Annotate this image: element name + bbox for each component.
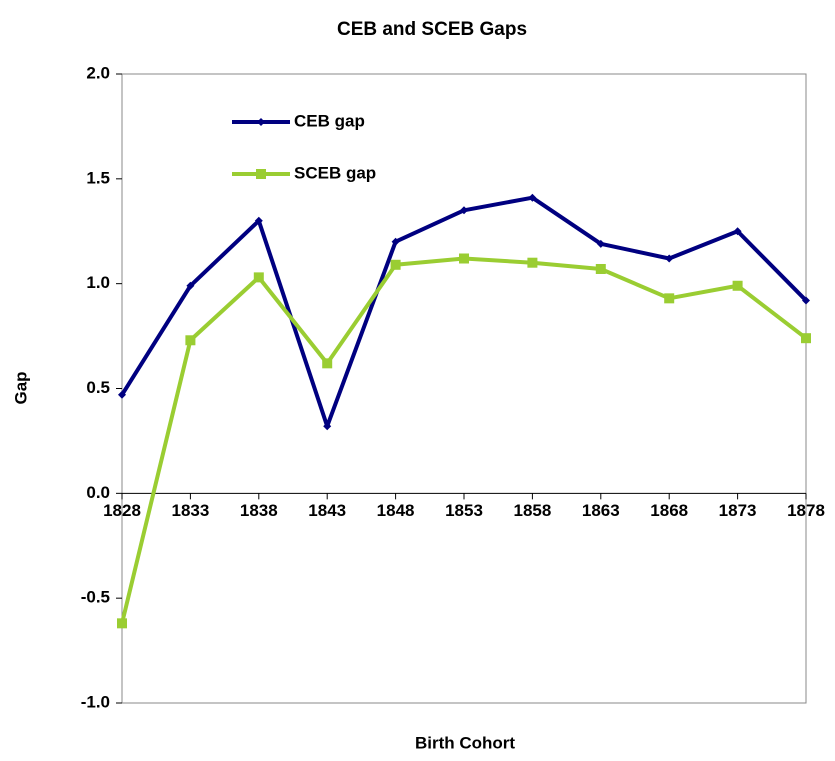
point xyxy=(253,272,264,283)
y-tick-label: 1.0 xyxy=(86,273,110,292)
point xyxy=(186,281,195,290)
point xyxy=(732,280,743,291)
x-tick-label: 1828 xyxy=(103,501,141,520)
point xyxy=(117,618,127,629)
x-tick-label: 1853 xyxy=(445,501,483,520)
legend-label: SCEB gap xyxy=(294,163,376,182)
x-tick-label: 1878 xyxy=(787,501,825,520)
point xyxy=(665,254,674,263)
series-line xyxy=(120,256,808,624)
x-tick-label: 1868 xyxy=(650,501,688,520)
y-axis-label: Gap xyxy=(11,371,30,404)
point xyxy=(118,390,126,399)
point xyxy=(801,333,811,344)
point xyxy=(323,422,332,431)
y-tick-label: -0.5 xyxy=(81,588,110,607)
point xyxy=(322,358,333,369)
point xyxy=(460,206,468,215)
y-tick-label: 2.0 xyxy=(86,63,110,82)
legend-marker xyxy=(256,169,266,179)
legend-marker xyxy=(257,118,265,126)
x-tick-label: 1863 xyxy=(582,501,620,520)
chart-title: CEB and SCEB Gaps xyxy=(337,19,527,40)
x-tick-label: 1858 xyxy=(513,501,551,520)
series-line xyxy=(120,195,808,429)
y-tick-label: 0.0 xyxy=(86,483,110,502)
point xyxy=(527,257,538,268)
plot-area xyxy=(121,73,807,704)
x-tick-label: 1873 xyxy=(719,501,757,520)
point xyxy=(802,296,810,305)
point xyxy=(596,239,605,248)
point xyxy=(254,216,263,225)
point xyxy=(528,193,537,202)
y-tick-label: 1.5 xyxy=(86,168,110,187)
point xyxy=(185,335,196,346)
x-tick-label: 1848 xyxy=(377,501,415,520)
point xyxy=(733,227,742,236)
point xyxy=(390,259,401,270)
x-tick-label: 1833 xyxy=(171,501,209,520)
x-tick-label: 1838 xyxy=(240,501,278,520)
x-tick-label: 1843 xyxy=(308,501,346,520)
point xyxy=(391,237,400,246)
point xyxy=(664,293,675,304)
y-tick-label: 0.5 xyxy=(86,378,110,397)
legend-label: CEB gap xyxy=(294,111,365,130)
y-tick-label: -1.0 xyxy=(81,692,110,711)
point xyxy=(595,263,606,274)
x-axis-label: Birth Cohort xyxy=(415,733,515,752)
point xyxy=(459,253,469,264)
